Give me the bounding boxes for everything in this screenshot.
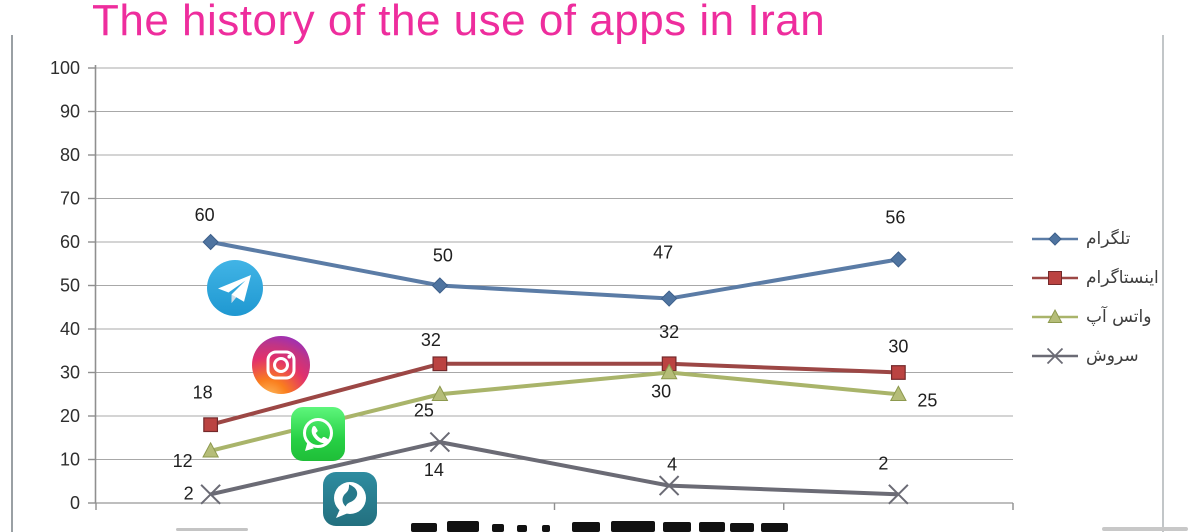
cutoff-text-fragment [492,524,504,532]
whatsapp-app-icon [291,407,345,461]
whatsapp-marker [202,441,220,458]
soroush-legend-swatch [1032,347,1078,365]
telegram-legend-marker [1048,232,1062,246]
legend-item-whatsapp: واتس آپ [1030,304,1159,330]
cutoff-text-fragment [761,523,788,532]
y-axis-label: 20 [60,406,80,426]
data-label-instagram: 18 [193,383,213,403]
y-axis-label: 60 [60,232,80,252]
data-label-instagram: 32 [659,322,679,342]
y-axis-label: 10 [60,450,80,470]
page-title: The history of the use of apps in Iran [92,0,826,45]
soroush-marker [658,475,680,496]
legend-item-soroush: سروش [1030,343,1159,369]
legend-label-telegram: تلگرام [1086,229,1131,249]
legend-label-soroush: سروش [1086,346,1139,366]
data-label-whatsapp: 25 [917,390,937,410]
instagram-legend-swatch [1032,271,1078,285]
whatsapp-marker [660,363,678,380]
data-label-soroush: 2 [184,483,194,503]
y-axis-label: 50 [60,276,80,296]
y-axis-label: 80 [60,145,80,165]
data-label-telegram: 60 [195,205,215,225]
instagram-app-icon [252,336,310,394]
cutoff-text-fragment [517,525,527,532]
legend-label-whatsapp: واتس آپ [1086,307,1152,327]
y-axis-label: 100 [50,58,80,78]
telegram-marker [202,233,219,251]
whatsapp-legend-swatch [1032,308,1078,323]
data-label-whatsapp: 30 [651,382,671,402]
data-label-instagram: 32 [421,330,441,350]
cutoff-text-fragment [447,521,479,532]
y-axis-label: 30 [60,363,80,383]
whatsapp-legend-marker [1047,308,1063,323]
series-line-instagram [210,361,899,427]
data-label-soroush: 2 [878,453,888,473]
y-axis-label: 0 [70,493,80,513]
telegram-legend-swatch [1032,232,1078,246]
cutoff-text-fragment [699,522,725,532]
data-label-whatsapp: 25 [414,400,434,420]
cutoff-text-fragment [663,522,691,532]
data-label-soroush: 4 [667,455,677,475]
telegram-app-icon [207,260,263,316]
soroush-app-icon [323,472,377,526]
legend-item-instagram: اینستاگرام [1030,265,1159,291]
data-label-telegram: 50 [433,246,453,266]
cutoff-text-fragment [730,523,754,532]
series-line-telegram [210,240,899,301]
cutoff-text-fragment [411,523,437,532]
instagram-legend-marker [1048,271,1062,285]
data-label-soroush: 14 [424,460,444,480]
soroush-marker [888,484,909,505]
cutoff-text-fragment [572,522,600,532]
soroush-legend-marker [1046,347,1064,365]
telegram-marker [660,290,678,307]
data-label-telegram: 47 [653,243,673,263]
legend-item-telegram: تلگرام [1030,226,1159,252]
telegram-marker [431,277,449,294]
instagram-marker [203,417,219,433]
data-label-instagram: 30 [888,337,908,357]
instagram-marker [890,365,906,380]
whatsapp-marker [889,385,907,401]
data-label-whatsapp: 12 [173,451,193,471]
instagram-marker [432,356,448,372]
cutoff-text-fragment [1102,527,1188,531]
data-label-telegram: 56 [885,207,905,227]
soroush-marker [429,431,451,453]
cutoff-text-fragment [176,528,248,531]
series-line-soroush [210,440,899,497]
legend-label-instagram: اینستاگرام [1086,268,1159,288]
cutoff-text-fragment [542,525,550,532]
y-axis-label: 70 [60,189,80,209]
chart-legend: تلگرام اینستاگرام واتس آپ سروش [1030,226,1159,369]
soroush-marker [200,484,221,505]
right-frame-line [1162,35,1164,532]
left-frame-line [11,35,13,532]
y-axis-label: 90 [60,102,80,122]
whatsapp-marker [431,385,449,401]
cutoff-text-fragment [611,521,655,532]
telegram-marker [890,251,907,268]
y-axis-label: 40 [60,319,80,339]
